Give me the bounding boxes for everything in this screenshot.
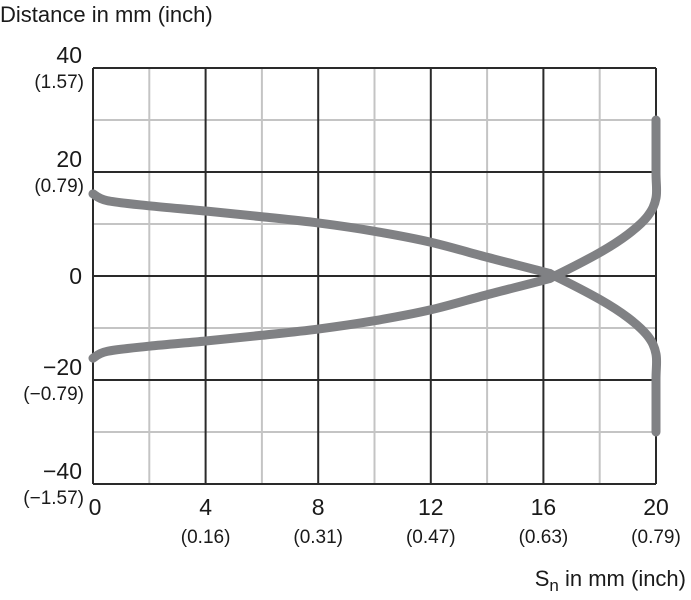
x-tick-sublabel: (0.79) — [631, 527, 681, 548]
x-axis-title-main: S — [535, 566, 550, 591]
x-axis-title: Sn in mm (inch) — [535, 566, 686, 595]
x-axis-title-rest: in mm (inch) — [559, 566, 686, 591]
y-tick-sublabel: (−0.79) — [23, 384, 84, 405]
x-tick-label: 12 — [418, 494, 444, 520]
grid — [92, 67, 657, 485]
tick-labels: 0 4 (0.16) 8 (0.31) 12 (0.47) 16 (0.63) 20 (0.79) 4… — [23, 42, 681, 548]
curves — [88, 115, 662, 437]
x-tick-label: 8 — [312, 494, 325, 520]
y-tick-sublabel: (−1.57) — [23, 488, 84, 509]
x-tick-sublabel: (0.31) — [293, 527, 343, 548]
x-tick-sublabel: (0.47) — [406, 527, 456, 548]
y-tick-label: −40 — [43, 458, 82, 484]
y-tick-label: 20 — [56, 146, 82, 172]
x-tick-label: 20 — [643, 494, 669, 520]
curve-1 — [88, 189, 662, 437]
x-axis-title-subscript: n — [549, 576, 558, 595]
x-tick-sublabel: (0.16) — [181, 527, 231, 548]
y-tick-sublabel: (0.79) — [34, 176, 84, 197]
curve-2 — [88, 115, 662, 363]
y-tick-label: 40 — [56, 42, 82, 68]
y-tick-sublabel: (1.57) — [34, 72, 84, 93]
x-tick-label: 4 — [199, 494, 212, 520]
x-tick-label: 0 — [89, 494, 102, 520]
x-tick-sublabel: (0.63) — [519, 527, 569, 548]
y-tick-label: 0 — [69, 263, 82, 289]
y-axis-title: Distance in mm (inch) — [0, 2, 213, 27]
y-tick-label: −20 — [43, 354, 82, 380]
x-tick-label: 16 — [531, 494, 557, 520]
